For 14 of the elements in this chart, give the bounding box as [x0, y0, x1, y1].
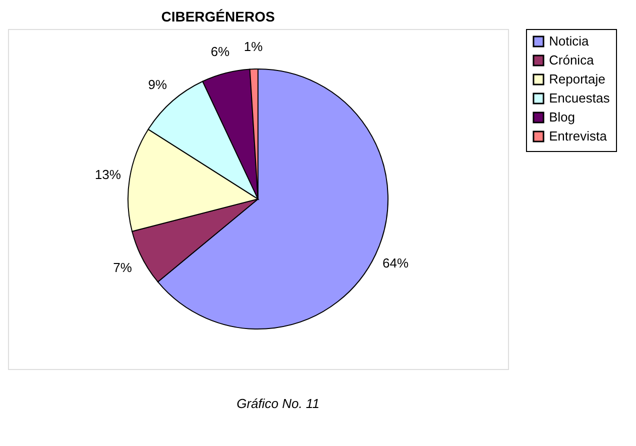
legend-label: Encuestas [549, 90, 610, 106]
legend-label: Crónica [549, 52, 595, 68]
data-label: 9% [148, 76, 168, 92]
text: Gráfico No. 11 [236, 396, 320, 411]
data-label: 64% [382, 256, 409, 271]
chart-title: CIBERGÉNEROS [161, 8, 275, 24]
data-label: 1% [244, 39, 264, 54]
data-label: 13% [94, 167, 122, 182]
data-label: 7% [113, 260, 132, 276]
data-label: 6% [210, 44, 230, 59]
legend-label: Reportaje [549, 72, 606, 86]
legend-label: Entrevista [549, 128, 608, 144]
legend-label: Noticia [549, 34, 590, 48]
legend-label: Blog [549, 110, 576, 124]
